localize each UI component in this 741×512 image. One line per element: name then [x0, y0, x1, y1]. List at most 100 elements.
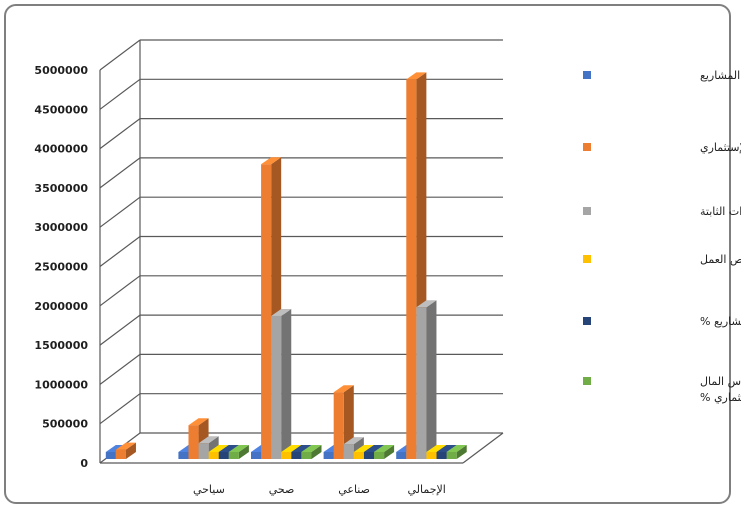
bar-front	[178, 452, 189, 459]
bar-front	[406, 79, 417, 459]
bar-front	[251, 452, 262, 459]
bars	[105, 72, 467, 459]
bar-side	[456, 445, 467, 459]
bar-side	[238, 445, 249, 459]
bar-side	[125, 442, 136, 459]
legend-item: قيمة الموجودات الثابتة	[583, 205, 741, 218]
bar	[416, 300, 437, 459]
bar-top	[406, 72, 427, 80]
gridline-side	[99, 39, 141, 71]
legend-item: نسبة رأس المال الإستثماري %	[583, 374, 741, 404]
y-tick-label: 4000000	[34, 143, 88, 156]
bar-top	[198, 436, 219, 444]
chart-frame	[4, 4, 731, 504]
legend-swatch	[583, 377, 591, 385]
bar-front	[426, 452, 437, 459]
bar-front	[343, 444, 354, 459]
y-tick-label: 3500000	[34, 182, 88, 195]
bar-front	[115, 449, 126, 459]
y-tick-label: 2500000	[34, 261, 88, 274]
legend-swatch	[583, 317, 591, 325]
bar-top	[291, 445, 312, 452]
y-tick-label: 1500000	[34, 339, 88, 352]
gridline-side	[99, 393, 141, 425]
bar-front	[291, 452, 302, 459]
bar-top	[333, 385, 354, 393]
legend-item: فرص العمل	[583, 253, 741, 266]
bar-front	[446, 452, 457, 459]
bar-front	[208, 452, 219, 459]
bar-top	[188, 418, 209, 426]
bar-front	[323, 452, 334, 459]
legend-label: رأس المال الإستثماري	[700, 140, 741, 154]
floor-edge	[462, 432, 504, 464]
bar-front	[228, 452, 239, 459]
legend-item: رأس المال الإستثماري	[583, 140, 741, 154]
bar-top	[208, 445, 229, 452]
bar-front	[363, 452, 375, 459]
bar-top	[436, 445, 457, 452]
y-tick-label: 1000000	[34, 378, 88, 391]
x-tick-label: الإجمالي	[408, 483, 446, 496]
bar-top	[271, 308, 292, 316]
bar	[374, 445, 395, 459]
bar-top	[301, 445, 322, 452]
bar-side	[311, 445, 322, 459]
gridline-side	[99, 353, 141, 385]
bar-front	[281, 452, 292, 459]
bar-side	[426, 300, 437, 459]
bar-top	[281, 445, 302, 452]
y-tick-label: 0	[80, 457, 88, 470]
bar-front	[188, 425, 199, 459]
x-tick-label: صناعي	[338, 483, 370, 496]
x-tick-labels: سياحي صحي صناعي الإجمالي	[193, 483, 446, 496]
bar-front	[353, 452, 364, 459]
y-tick-label: 500000	[42, 418, 88, 431]
gridline-side	[99, 275, 141, 307]
gridline-side	[99, 118, 141, 150]
legend-swatch	[583, 71, 591, 79]
bar-top	[374, 445, 395, 452]
bar-front	[396, 452, 407, 459]
bar-top	[363, 445, 385, 452]
bar-top	[416, 300, 437, 308]
bar	[446, 445, 467, 459]
bar	[228, 445, 249, 459]
bar-top	[218, 445, 239, 452]
bar-front	[198, 443, 209, 459]
legend-label: الإستثماري %	[700, 391, 741, 404]
bar-top	[353, 445, 374, 452]
bar-front	[333, 392, 344, 459]
legend-swatch	[583, 207, 591, 215]
legend-label: عدد المشاريع	[700, 69, 741, 82]
bar-front	[271, 315, 282, 459]
x-tick-label: صحي	[269, 483, 295, 496]
legend: عدد المشاريع رأس المال الإستثماري قيمة الم…	[583, 69, 741, 404]
bar-front	[374, 452, 385, 459]
legend-label: قيمة الموجودات الثابتة	[700, 205, 741, 218]
legend-item: نسبة عدد المشاريع %	[583, 315, 741, 328]
bar-front	[218, 452, 229, 459]
gridline-side	[99, 314, 141, 346]
gridline-side	[99, 196, 141, 228]
bar-front	[301, 452, 312, 459]
bar-top	[446, 445, 467, 452]
legend-swatch	[583, 143, 591, 151]
y-tick-label: 2000000	[34, 300, 88, 313]
bar-top	[261, 157, 282, 165]
legend-label: نسبة عدد المشاريع %	[700, 315, 741, 328]
gridline-side	[99, 236, 141, 267]
bar	[115, 442, 136, 459]
bar-side	[384, 445, 395, 459]
y-tick-label: 5000000	[34, 64, 88, 77]
bar-front	[416, 307, 427, 459]
y-tick-label: 3000000	[34, 221, 88, 234]
bar	[271, 308, 292, 459]
y-tick-labels: 0 500000 1000000 1500000 2000000 2500000 30000…	[34, 64, 88, 470]
bar-side	[281, 308, 292, 459]
bar-front	[261, 164, 272, 459]
bar-top	[228, 445, 249, 452]
bar-top	[115, 442, 136, 450]
gridlines	[99, 39, 504, 464]
